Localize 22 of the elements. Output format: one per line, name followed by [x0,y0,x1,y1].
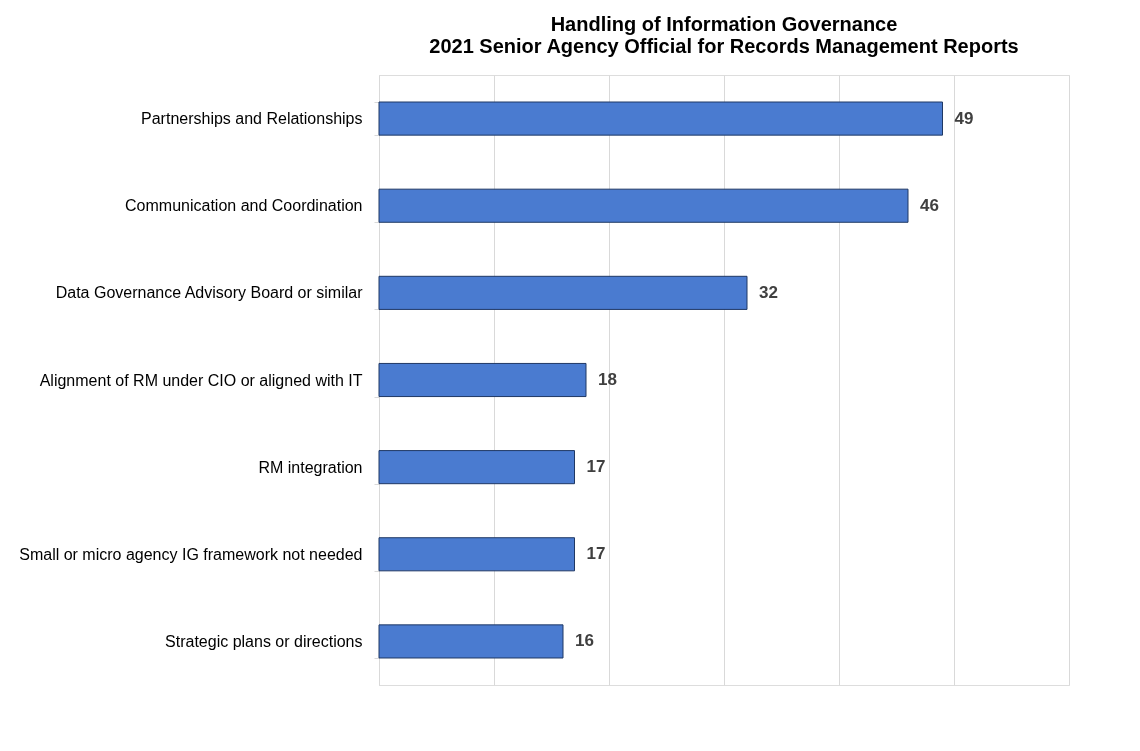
y-tick-label: RM integration [258,458,363,476]
y-tick-label: Partnerships and Relationships [141,110,363,128]
bar [378,624,564,659]
y-tick-label: Strategic plans or directions [165,632,363,650]
chart-title: Handling of Information Governance 2021 Senior Agency Official for Records Management Reports [429,13,1019,57]
data-label: 46 [920,195,939,215]
data-label: 17 [586,457,606,477]
bar [378,450,575,485]
y-tick-label: Alignment of RM under CIO or aligned with IT [39,371,363,389]
bar [378,275,748,310]
data-label: 17 [586,544,606,564]
y-tick-label: Communication and Coordination [125,197,363,215]
y-tick-label: Data Governance Advisory Board or similar [55,284,364,302]
y-tick-label: Small or micro agency IG framework not needed [19,545,363,563]
data-label: 32 [759,282,778,302]
bar [378,537,575,572]
bar [378,362,587,398]
data-label: 18 [598,370,617,389]
data-label: 16 [575,631,594,651]
data-label: 49 [954,108,974,128]
bar [378,188,909,223]
bar [378,101,943,136]
